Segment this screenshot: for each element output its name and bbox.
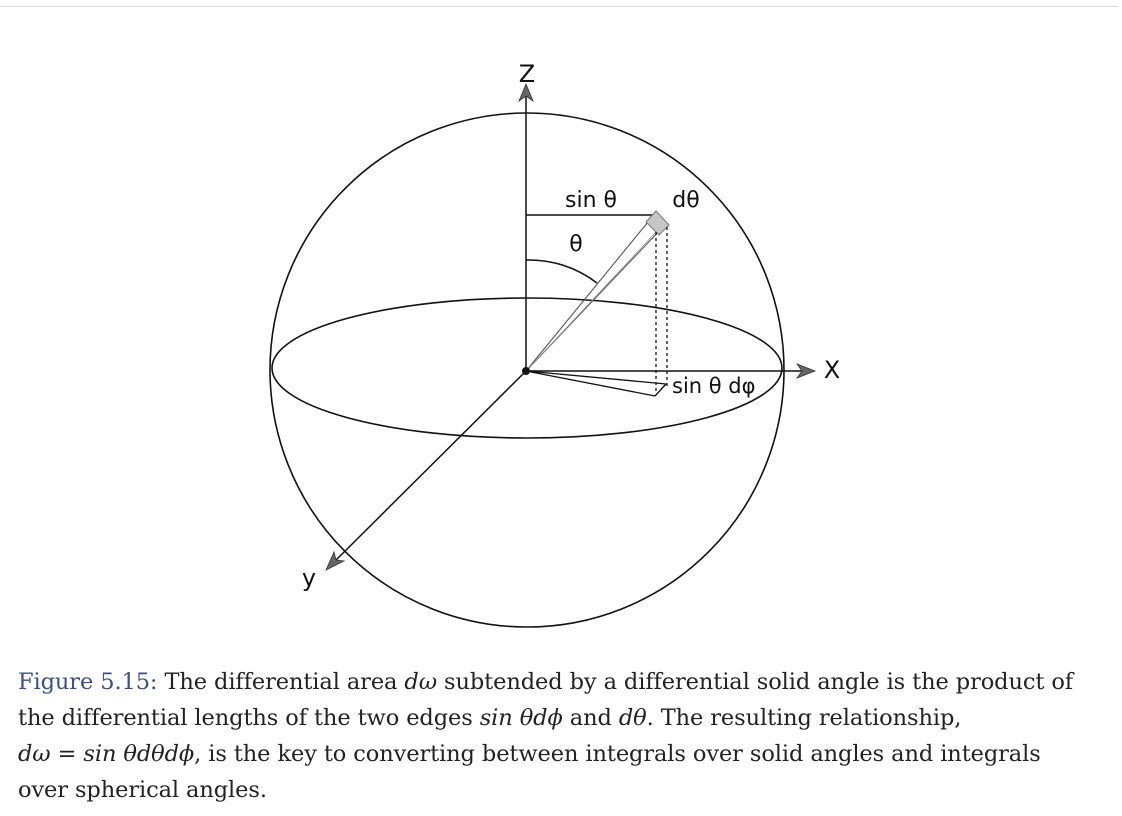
top-rule	[0, 6, 1118, 7]
caption-text-3: the differential lengths of the two edge…	[18, 705, 480, 731]
z-axis-label: Z	[519, 60, 535, 88]
caption-text-2: subtended by a differential solid angle …	[436, 669, 1074, 695]
y-axis-label: y	[302, 564, 316, 592]
math-d-omega: dω	[404, 669, 437, 695]
phi-wedge-edge-1	[525, 370, 667, 385]
caption-text-1: The differential area	[157, 669, 405, 695]
math-sin-theta-dphi: sin θdϕ	[479, 705, 563, 731]
caption-text-4: and	[562, 705, 619, 731]
origin-point	[522, 367, 530, 375]
math-relationship: dω = sin θdθdϕ	[18, 741, 195, 767]
sphere-outline	[269, 112, 785, 628]
wedge-edge-1	[525, 221, 649, 372]
sin-theta-label: sin θ	[565, 188, 617, 213]
figure-caption: Figure 5.15: The differential area dω su…	[18, 664, 1110, 808]
theta-label: θ	[569, 232, 582, 257]
caption-text-7: over spherical angles.	[18, 777, 267, 803]
sin-theta-dphi-label: sin θ dφ	[672, 374, 755, 398]
x-axis-arrowhead	[795, 363, 817, 379]
y-axis-arrowhead	[325, 550, 346, 571]
spherical-coordinates-diagram: Z X y sin θ θ dθ sin θ dφ	[269, 60, 840, 628]
caption-text-5: . The resulting relationship,	[646, 705, 962, 731]
caption-text-6: , is the key to converting between integ…	[194, 741, 1041, 767]
y-axis	[329, 370, 527, 567]
z-axis-arrowhead	[518, 82, 534, 103]
equator-ellipse	[271, 297, 783, 439]
phi-wedge-edge-2	[525, 370, 656, 397]
d-theta-label: dθ	[672, 188, 699, 213]
x-axis-label: X	[824, 356, 840, 384]
phi-wedge-end	[654, 383, 667, 397]
theta-arc	[525, 259, 598, 284]
math-d-theta: dθ	[618, 705, 647, 731]
differential-area-patch	[645, 210, 670, 236]
wedge-edge-3	[525, 231, 657, 372]
figure-reference[interactable]: Figure 5.15:	[18, 669, 158, 695]
